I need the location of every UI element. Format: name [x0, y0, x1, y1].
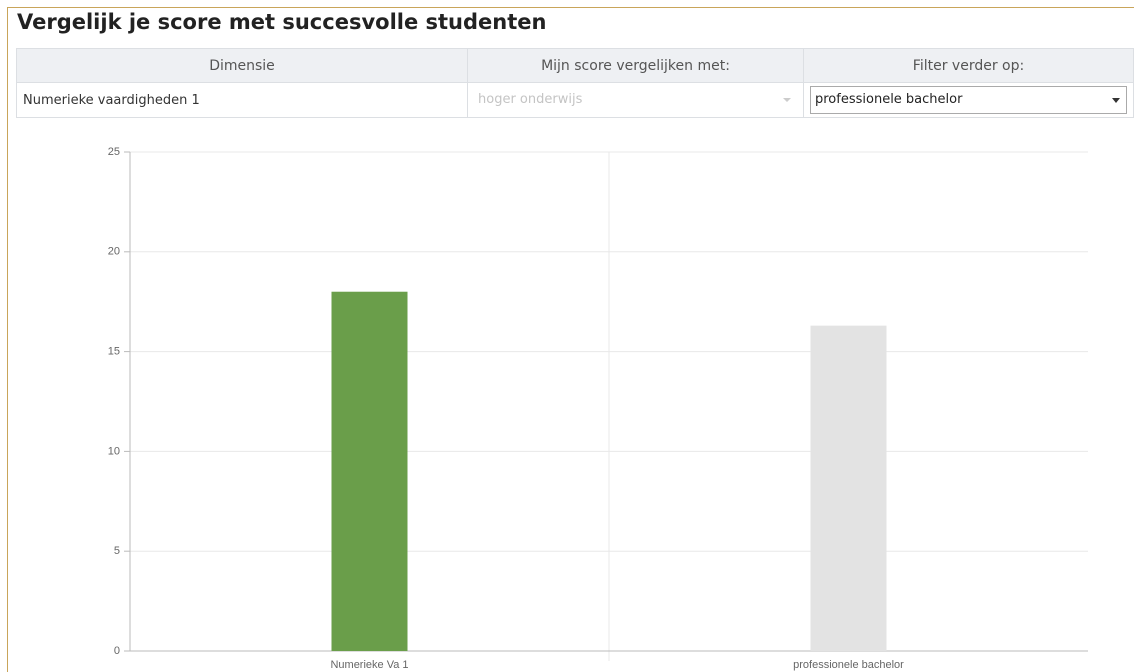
- y-tick-label: 25: [108, 146, 120, 158]
- select-value: hoger onderwijs: [478, 92, 583, 107]
- select-arrow: [1112, 98, 1120, 103]
- y-tick-label: 0: [114, 645, 120, 657]
- column-header: Filter verder op:: [803, 48, 1134, 83]
- y-tick-label: 10: [108, 445, 120, 457]
- header-row: Dimensie Mijn score vergelijken met: Fil…: [16, 48, 1134, 83]
- compare-select[interactable]: hoger onderwijs: [474, 87, 797, 113]
- panel-frame: [7, 7, 1134, 672]
- select-value: professionele bachelor: [815, 92, 963, 107]
- filter-table: Dimensie Mijn score vergelijken met: Fil…: [16, 48, 1134, 118]
- dimension-cell: Numerieke vaardigheden 1: [16, 82, 468, 118]
- y-tick-label: 20: [108, 246, 120, 258]
- page-title: Vergelijk je score met succesvolle stude…: [17, 10, 547, 34]
- bar: [810, 325, 887, 651]
- x-tick-label: Numerieke Va 1: [330, 659, 408, 671]
- select-arrow: [783, 98, 791, 102]
- filter-select[interactable]: professionele bachelor: [810, 86, 1127, 114]
- body-row: Numerieke vaardigheden 1 hoger onderwijs…: [16, 82, 1134, 118]
- bar: [331, 291, 408, 651]
- y-tick-label: 15: [108, 346, 120, 358]
- filter-cell: professionele bachelor: [803, 82, 1134, 118]
- column-header: Dimensie: [16, 48, 468, 83]
- chart: 0 5 10 15 20 25 Numerieke Va 1 professionele ba…: [108, 146, 1088, 671]
- x-tick-label: professionele bachelor: [793, 659, 904, 671]
- compare-cell: hoger onderwijs: [467, 82, 804, 118]
- column-header: Mijn score vergelijken met:: [467, 48, 804, 83]
- y-tick-label: 5: [114, 545, 120, 557]
